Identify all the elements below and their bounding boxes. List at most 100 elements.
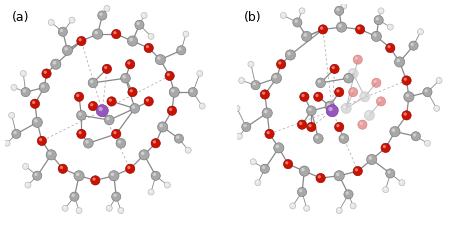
Circle shape — [342, 4, 344, 6]
Circle shape — [185, 147, 191, 153]
Circle shape — [174, 134, 183, 143]
Circle shape — [406, 94, 409, 97]
Circle shape — [273, 143, 284, 153]
Circle shape — [307, 106, 316, 116]
Circle shape — [386, 43, 395, 53]
Circle shape — [146, 98, 149, 102]
Circle shape — [23, 163, 28, 169]
Circle shape — [41, 84, 45, 88]
Circle shape — [318, 80, 321, 83]
Circle shape — [285, 50, 295, 60]
Circle shape — [121, 73, 130, 83]
Circle shape — [251, 160, 254, 162]
Circle shape — [404, 92, 414, 102]
Circle shape — [127, 61, 130, 65]
Circle shape — [146, 45, 149, 48]
Circle shape — [387, 45, 391, 48]
Circle shape — [137, 22, 140, 25]
Circle shape — [149, 35, 151, 36]
Circle shape — [372, 78, 381, 87]
Circle shape — [409, 41, 418, 50]
Circle shape — [164, 182, 170, 188]
Circle shape — [436, 78, 442, 84]
Circle shape — [88, 102, 98, 111]
Circle shape — [142, 14, 144, 16]
Circle shape — [336, 208, 342, 214]
Circle shape — [167, 106, 177, 115]
Circle shape — [336, 173, 339, 176]
Circle shape — [350, 89, 354, 92]
Circle shape — [186, 148, 189, 150]
Circle shape — [315, 94, 319, 97]
Circle shape — [396, 59, 400, 62]
Circle shape — [76, 173, 80, 176]
Circle shape — [42, 69, 51, 78]
Circle shape — [90, 80, 93, 83]
Circle shape — [51, 59, 61, 69]
Circle shape — [88, 78, 98, 88]
Circle shape — [122, 75, 126, 78]
Circle shape — [362, 94, 365, 97]
Circle shape — [266, 131, 270, 134]
Circle shape — [325, 101, 335, 111]
Circle shape — [25, 182, 31, 188]
Circle shape — [383, 187, 389, 193]
Circle shape — [335, 6, 344, 15]
Circle shape — [248, 61, 254, 67]
Circle shape — [301, 94, 305, 97]
Circle shape — [376, 17, 379, 20]
Circle shape — [275, 145, 279, 148]
Circle shape — [169, 108, 172, 111]
Circle shape — [37, 136, 46, 145]
Circle shape — [139, 150, 149, 160]
Circle shape — [262, 108, 272, 118]
Circle shape — [309, 124, 311, 127]
Circle shape — [90, 103, 93, 106]
Circle shape — [34, 173, 37, 176]
Circle shape — [10, 114, 12, 116]
Circle shape — [111, 173, 114, 176]
Circle shape — [346, 75, 349, 78]
Circle shape — [76, 94, 79, 97]
Circle shape — [338, 24, 342, 27]
Circle shape — [388, 25, 391, 27]
Circle shape — [148, 33, 154, 39]
Circle shape — [153, 173, 156, 176]
Circle shape — [424, 140, 430, 146]
Circle shape — [281, 12, 286, 18]
Circle shape — [360, 92, 370, 102]
Circle shape — [74, 92, 84, 102]
Circle shape — [376, 97, 386, 106]
Circle shape — [21, 88, 30, 97]
Circle shape — [368, 156, 372, 160]
Circle shape — [399, 180, 405, 186]
Circle shape — [157, 122, 168, 132]
Circle shape — [337, 209, 339, 211]
Circle shape — [129, 38, 133, 41]
Circle shape — [387, 24, 393, 30]
Circle shape — [348, 68, 358, 79]
Circle shape — [234, 105, 240, 111]
Circle shape — [344, 190, 353, 199]
Circle shape — [111, 30, 121, 39]
Circle shape — [339, 134, 349, 144]
Circle shape — [291, 204, 293, 206]
Circle shape — [104, 66, 107, 69]
Circle shape — [299, 166, 310, 176]
Circle shape — [149, 190, 151, 192]
Circle shape — [402, 76, 411, 85]
Circle shape — [183, 31, 189, 37]
Circle shape — [20, 71, 27, 77]
Circle shape — [4, 140, 10, 146]
Circle shape — [169, 87, 179, 97]
Circle shape — [135, 20, 144, 29]
Circle shape — [98, 11, 107, 20]
Circle shape — [177, 46, 186, 55]
Circle shape — [371, 31, 382, 42]
Circle shape — [374, 80, 377, 83]
Circle shape — [151, 138, 160, 148]
Circle shape — [111, 192, 121, 201]
Circle shape — [176, 136, 179, 139]
Circle shape — [358, 120, 367, 129]
Circle shape — [104, 115, 114, 125]
